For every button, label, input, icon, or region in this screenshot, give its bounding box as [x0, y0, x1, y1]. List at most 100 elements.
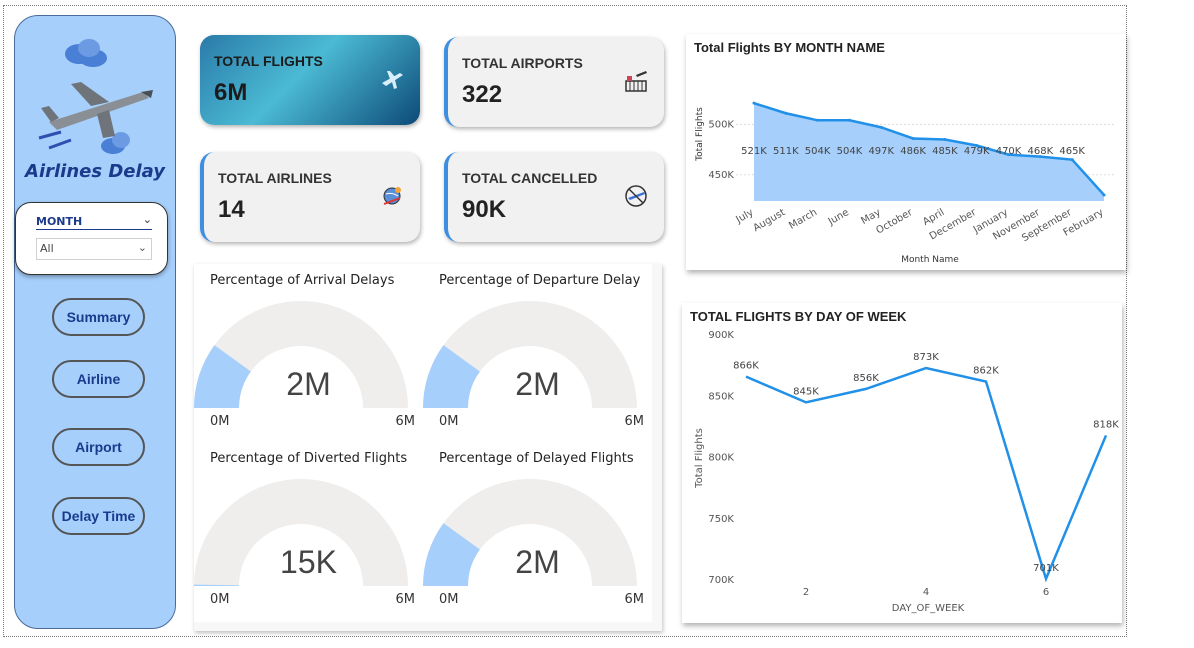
kpi-label: TOTAL CANCELLED — [462, 170, 598, 186]
kpi-label: TOTAL AIRLINES — [218, 170, 332, 186]
kpi-total-airports: TOTAL AIRPORTS 322 — [444, 37, 664, 127]
data-point — [816, 118, 820, 122]
data-point — [847, 118, 851, 122]
x-tick-label: October — [874, 207, 915, 237]
airport-button[interactable]: Airport — [52, 428, 145, 466]
series-line — [745, 366, 1108, 583]
globe-plane-icon — [383, 187, 401, 205]
gauge-value: 2M — [515, 366, 560, 402]
data-label: 504K — [837, 146, 863, 157]
kpi-total-airlines: TOTAL AIRLINES 14 — [200, 152, 420, 242]
summary-button[interactable]: Summary — [52, 298, 145, 336]
airplane-icon — [382, 71, 403, 89]
data-point — [911, 136, 915, 140]
data-label: 485K — [932, 146, 958, 157]
data-point — [752, 101, 756, 105]
data-label: 818K — [1093, 419, 1119, 430]
x-tick-label: 4 — [923, 587, 929, 598]
gauge-arrival-delays: Percentage of Arrival Delays 2M 0M 6M — [194, 264, 423, 444]
data-point — [1070, 158, 1074, 162]
day-line-chart: 900K 850K 800K 750K 700K 2 4 6 866K 845K 856K 873K 8… — [694, 330, 1119, 614]
gauge-departure-delay: Percentage of Departure Delay 2M 0M 6M — [423, 264, 652, 444]
data-label: 845K — [793, 386, 819, 397]
data-label: 497K — [868, 146, 894, 157]
data-label: 504K — [805, 146, 831, 157]
gauge-fill — [194, 584, 240, 586]
data-point — [975, 144, 979, 148]
month-slicer[interactable]: MONTH ⌄ All ⌄ — [15, 202, 168, 275]
y-axis-title: Total Flights — [695, 107, 705, 162]
month-dropdown[interactable]: All ⌄ — [36, 238, 152, 260]
brand-title: Airlines Delay — [25, 161, 165, 182]
x-tick-label: March — [787, 207, 819, 232]
data-label: 856K — [853, 373, 879, 384]
airplane-logo-icon — [38, 39, 153, 154]
gauge-fill — [194, 345, 251, 408]
data-point — [943, 137, 947, 141]
gauge-max: 6M — [395, 592, 416, 607]
gauge-max: 6M — [395, 414, 416, 429]
data-label: 486K — [900, 146, 926, 157]
gauge-min: 0M — [439, 414, 459, 429]
airport-icon — [625, 71, 647, 92]
x-tick-label: August — [752, 207, 788, 234]
cancelled-flight-icon — [625, 185, 647, 207]
dashboard-frame — [3, 5, 1127, 637]
data-label: 521K — [741, 146, 767, 157]
kpi-value: 14 — [218, 196, 245, 223]
data-point — [879, 125, 883, 129]
data-point — [1038, 155, 1042, 159]
kpi-label: TOTAL FLIGHTS — [214, 53, 323, 69]
delay-time-button[interactable]: Delay Time — [52, 497, 145, 535]
gauge-min: 0M — [210, 414, 230, 429]
gauge-min: 0M — [210, 592, 230, 607]
gauge-chart — [423, 301, 637, 408]
y-axis-title: Total Flights — [694, 428, 705, 489]
data-point — [1007, 153, 1011, 157]
gauge-value: 2M — [286, 366, 331, 402]
kpi-total-flights: TOTAL FLIGHTS 6M — [200, 35, 420, 125]
gauge-fill — [423, 345, 480, 408]
kpi-value: 90K — [462, 196, 507, 223]
gauge-value: 2M — [515, 544, 560, 580]
area-line — [753, 101, 1105, 196]
chart-title: Total Flights BY MONTH NAME — [694, 40, 885, 55]
gauge-max: 6M — [624, 592, 645, 607]
y-tick-label: 750K — [708, 514, 734, 525]
gauge-max: 6M — [624, 414, 645, 429]
y-tick-label: 700K — [708, 575, 734, 586]
data-label: 701K — [1033, 563, 1059, 574]
chevron-down-icon[interactable]: ⌄ — [142, 213, 152, 226]
data-label: 465K — [1059, 146, 1085, 157]
gauge-panel: Percentage of Arrival Delays 2M 0M 6M Pe… — [194, 264, 662, 631]
airline-button[interactable]: Airline — [52, 360, 145, 398]
x-axis-title: DAY_OF_WEEK — [892, 603, 965, 614]
chevron-down-icon: ⌄ — [137, 241, 147, 254]
gauge-track — [423, 301, 637, 408]
data-label: 511K — [773, 146, 799, 157]
gauge-chart — [194, 301, 408, 408]
gauge-value: 15K — [280, 544, 337, 580]
kpi-value: 6M — [214, 79, 248, 106]
gauge-diverted-flights: Percentage of Diverted Flights 15K 0M 6M — [194, 442, 423, 622]
gauge-title: Percentage of Diverted Flights — [210, 451, 408, 466]
gauge-chart — [423, 479, 637, 586]
data-label: 470K — [996, 146, 1022, 157]
gauge-min: 0M — [439, 592, 459, 607]
y-tick-label: 800K — [708, 453, 734, 464]
gauge-title: Percentage of Arrival Delays — [210, 273, 395, 288]
data-point — [784, 111, 788, 115]
data-label: 479K — [964, 146, 990, 157]
data-label: 862K — [973, 366, 999, 377]
y-tick-label: 850K — [708, 391, 734, 402]
gauge-track — [194, 301, 408, 408]
gauge-title: Percentage of Delayed Flights — [439, 451, 634, 466]
x-axis-title: Month Name — [901, 255, 959, 265]
area-fill — [754, 103, 1104, 201]
gauge-chart — [194, 479, 408, 586]
sidebar: Airlines Delay MONTH ⌄ All ⌄ Summary Air… — [14, 15, 176, 629]
flights-by-month-chart: Total Flights BY MONTH NAME 500K 450K 521K… — [686, 34, 1126, 270]
data-label: 866K — [733, 361, 759, 372]
month-slicer-title: MONTH ⌄ — [36, 213, 152, 230]
gauge-delayed-flights: Percentage of Delayed Flights 2M 0M 6M — [423, 442, 652, 622]
